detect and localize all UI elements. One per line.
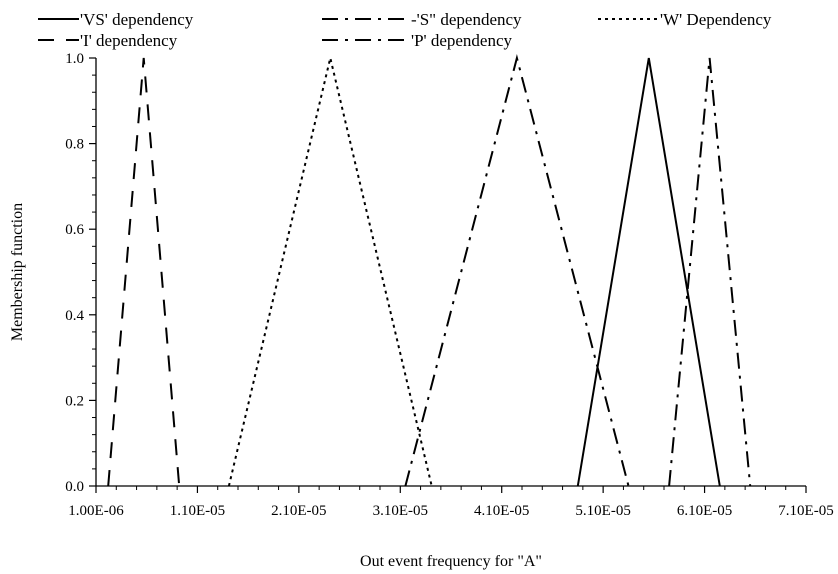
y-tick-label: 0.6: [65, 222, 84, 238]
x-tick-label: 1.10E-05: [170, 503, 225, 519]
series-line-w: [227, 57, 433, 487]
x-tick-label: 7.10E-05: [778, 503, 833, 519]
legend-label-vs: 'VS' dependency: [80, 10, 194, 29]
series-line-p: [404, 54, 630, 487]
legend: 'VS' dependency -'S" dependency 'W' Depe…: [38, 10, 772, 50]
legend-label-s: -'S" dependency: [411, 10, 522, 29]
y-tick-label: 0.2: [65, 393, 84, 409]
x-tick-label: 2.10E-05: [271, 503, 326, 519]
legend-label-i: 'I' dependency: [80, 31, 178, 50]
x-tick-label: 3.10E-05: [373, 503, 428, 519]
x-tick-label: 6.10E-05: [677, 503, 732, 519]
legend-label-w: 'W' Dependency: [660, 10, 772, 29]
y-axis-title: Membership function: [9, 203, 26, 341]
y-tick-label: 1.0: [65, 51, 84, 67]
y-tick-label: 0.4: [65, 308, 84, 324]
series-layer: [107, 54, 752, 487]
series-line-s: [668, 57, 752, 487]
legend-label-p: 'P' dependency: [411, 31, 513, 50]
x-tick-label: 5.10E-05: [575, 503, 630, 519]
y-tick-label: 0.0: [65, 479, 84, 495]
series-line-vs: [576, 57, 721, 487]
x-tick-label: 1.00E-06: [68, 503, 124, 519]
y-tick-label: 0.8: [65, 137, 84, 153]
x-tick-label: 4.10E-05: [474, 503, 529, 519]
x-axis-title: Out event frequency for "A": [360, 553, 542, 570]
ticks: 0.0 0.2 0.4 0.6 0.8 1.0 1.00E-06 1.10E-05 2.10E-…: [65, 51, 833, 519]
series-line-i: [107, 57, 181, 487]
